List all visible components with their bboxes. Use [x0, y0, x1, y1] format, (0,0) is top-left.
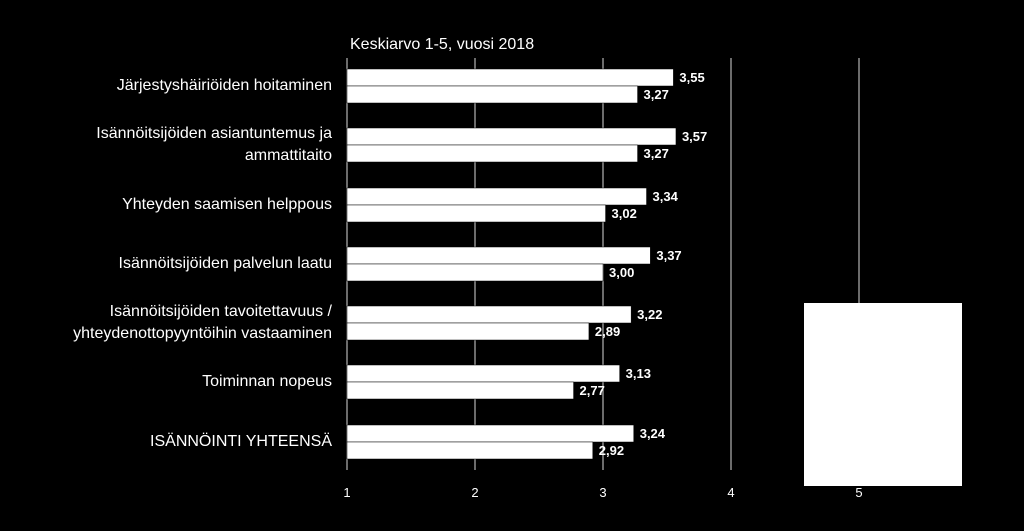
bar: [346, 364, 620, 383]
bar: [346, 381, 574, 400]
data-label: 3,55: [679, 70, 704, 85]
bar: [346, 204, 606, 223]
bar: [346, 246, 651, 265]
bar: [346, 263, 604, 282]
bar: [346, 424, 634, 443]
x-tick-label: 3: [599, 485, 606, 500]
data-label: 3,00: [609, 265, 634, 280]
data-label: 3,37: [656, 248, 681, 263]
x-tick-label: 2: [471, 485, 478, 500]
data-label: 2,92: [599, 443, 624, 458]
bar: [346, 144, 638, 163]
category-label: Isännöitsijöiden asiantuntemus ja ammatt…: [96, 125, 332, 164]
data-label: 3,27: [644, 87, 669, 102]
bar: [346, 441, 594, 460]
category-label: Isännöitsijöiden palvelun laatu: [118, 255, 332, 272]
category-label: Järjestyshäiriöiden hoitaminen: [116, 77, 332, 94]
bar: [346, 187, 647, 206]
bar: [346, 68, 674, 87]
data-label: 3,02: [612, 206, 637, 221]
bar: [346, 127, 677, 146]
x-tick-label: 5: [855, 485, 862, 500]
bar: [346, 322, 590, 341]
legend-box: [804, 303, 962, 486]
chart-title: Keskiarvo 1-5, vuosi 2018: [350, 36, 535, 53]
bar: [346, 85, 638, 104]
category-label: Isännöitsijöiden tavoitettavuus / yhteyd…: [73, 303, 332, 342]
category-label: Toiminnan nopeus: [202, 373, 332, 390]
data-label: 2,89: [595, 324, 620, 339]
data-label: 3,24: [640, 426, 666, 441]
data-label: 2,77: [580, 383, 605, 398]
data-label: 3,27: [644, 146, 669, 161]
data-label: 3,57: [682, 129, 707, 144]
x-tick-label: 1: [343, 485, 350, 500]
category-label: Yhteyden saamisen helppous: [122, 196, 332, 213]
x-tick-label: 4: [727, 485, 734, 500]
data-label: 3,34: [653, 189, 679, 204]
data-label: 3,22: [637, 307, 662, 322]
bar: [346, 305, 632, 324]
category-label: ISÄNNÖINTI YHTEENSÄ: [150, 433, 332, 450]
data-label: 3,13: [626, 366, 651, 381]
